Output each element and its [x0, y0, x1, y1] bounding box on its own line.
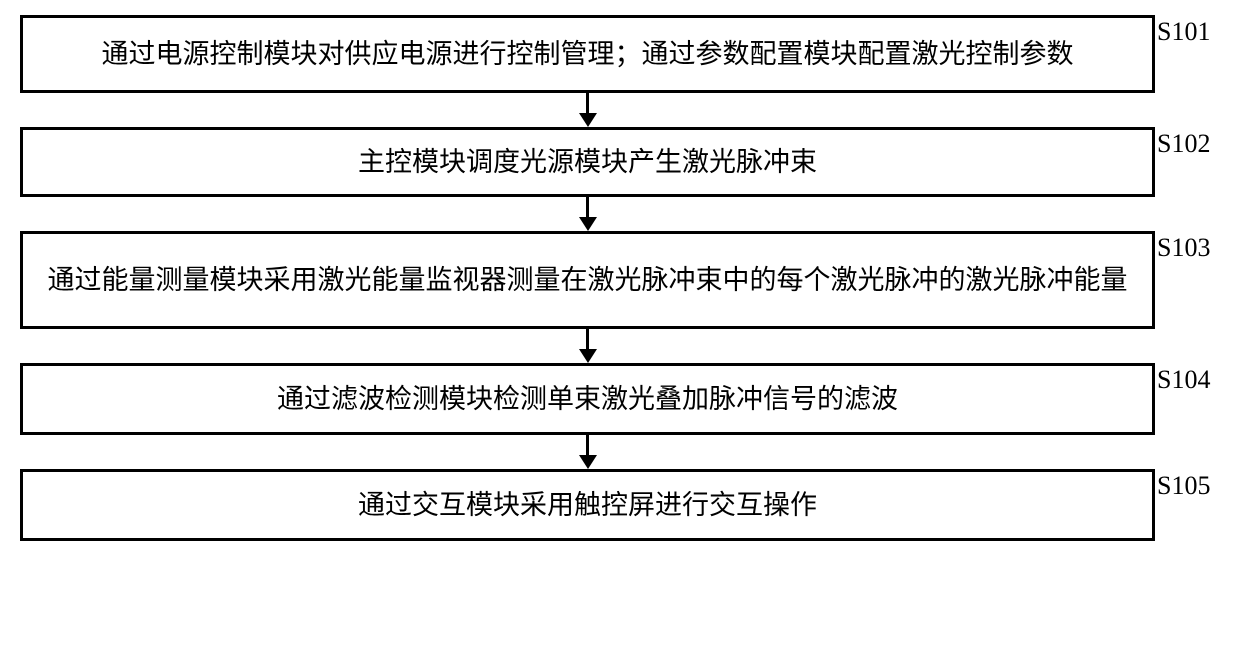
arrow-down-icon — [579, 455, 597, 469]
connector-line — [586, 329, 589, 349]
flow-connector — [20, 329, 1155, 363]
flow-step-label: S105 — [1157, 471, 1210, 501]
flow-step-text: 通过交互模块采用触控屏进行交互操作 — [358, 487, 817, 523]
flow-step-box: 主控模块调度光源模块产生激光脉冲束 — [20, 127, 1155, 197]
flow-connector — [20, 197, 1155, 231]
flow-step-text: 通过能量测量模块采用激光能量监视器测量在激光脉冲束中的每个激光脉冲的激光脉冲能量 — [48, 262, 1128, 298]
connector-line — [586, 435, 589, 455]
flow-step-row: 主控模块调度光源模块产生激光脉冲束 S102 — [20, 127, 1220, 197]
arrow-down-icon — [579, 349, 597, 363]
flow-step-box: 通过滤波检测模块检测单束激光叠加脉冲信号的滤波 — [20, 363, 1155, 435]
flow-step-row: 通过滤波检测模块检测单束激光叠加脉冲信号的滤波 S104 — [20, 363, 1220, 435]
flow-step-box: 通过能量测量模块采用激光能量监视器测量在激光脉冲束中的每个激光脉冲的激光脉冲能量 — [20, 231, 1155, 329]
flow-step-label: S103 — [1157, 233, 1210, 263]
flowchart-container: 通过电源控制模块对供应电源进行控制管理；通过参数配置模块配置激光控制参数 S101… — [20, 15, 1220, 541]
flow-step-box: 通过电源控制模块对供应电源进行控制管理；通过参数配置模块配置激光控制参数 — [20, 15, 1155, 93]
flow-step-row: 通过交互模块采用触控屏进行交互操作 S105 — [20, 469, 1220, 541]
flow-step-text: 通过滤波检测模块检测单束激光叠加脉冲信号的滤波 — [277, 381, 898, 417]
flow-step-label: S101 — [1157, 17, 1210, 47]
flow-step-box: 通过交互模块采用触控屏进行交互操作 — [20, 469, 1155, 541]
arrow-down-icon — [579, 113, 597, 127]
flow-step-label: S102 — [1157, 129, 1210, 159]
flow-connector — [20, 93, 1155, 127]
flow-step-label: S104 — [1157, 365, 1210, 395]
connector-line — [586, 93, 589, 113]
flow-step-row: 通过电源控制模块对供应电源进行控制管理；通过参数配置模块配置激光控制参数 S101 — [20, 15, 1220, 93]
flow-step-text: 主控模块调度光源模块产生激光脉冲束 — [358, 144, 817, 180]
arrow-down-icon — [579, 217, 597, 231]
flow-step-text: 通过电源控制模块对供应电源进行控制管理；通过参数配置模块配置激光控制参数 — [102, 36, 1074, 72]
flow-connector — [20, 435, 1155, 469]
flow-step-row: 通过能量测量模块采用激光能量监视器测量在激光脉冲束中的每个激光脉冲的激光脉冲能量… — [20, 231, 1220, 329]
connector-line — [586, 197, 589, 217]
